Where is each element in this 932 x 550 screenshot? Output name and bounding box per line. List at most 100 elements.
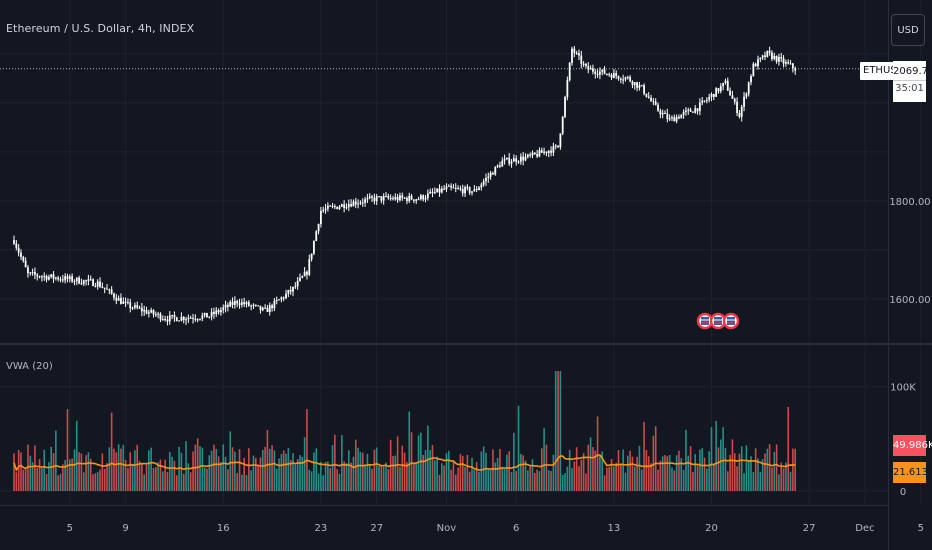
event-markers[interactable]: [696, 312, 740, 330]
volume-bar: [138, 461, 141, 491]
candle-body: [222, 307, 225, 310]
candle-body: [110, 289, 113, 294]
time-axis[interactable]: 59162327Nov6132027Dec511: [67, 523, 932, 534]
candle-body: [512, 158, 515, 162]
candle-body: [424, 198, 427, 200]
volume-bar: [143, 474, 145, 491]
volume-bar: [310, 471, 313, 491]
indicator-title[interactable]: VWA (20): [6, 361, 53, 372]
volume-bar: [599, 455, 601, 491]
candle-body: [726, 80, 729, 91]
volume-bar: [206, 468, 208, 491]
volume-bar: [534, 472, 536, 491]
event-marker-icon[interactable]: [722, 312, 740, 330]
volume-bar: [94, 473, 97, 491]
volume-bar: [55, 430, 57, 491]
volume-bar: [354, 439, 357, 491]
volume-bar: [736, 466, 738, 491]
candle-body: [238, 303, 241, 305]
candle-body: [247, 302, 250, 306]
candle-body: [294, 286, 297, 288]
volume-bar: [366, 453, 369, 491]
candle-body: [92, 279, 94, 286]
volume-bar: [540, 448, 543, 491]
volume-bar: [513, 432, 515, 491]
candle-body: [468, 187, 471, 193]
candle-body: [164, 319, 167, 321]
candle-body: [210, 311, 213, 317]
volume-bar: [510, 471, 513, 491]
candle-body: [731, 95, 734, 99]
volume-bar: [296, 459, 299, 491]
candle-body: [413, 199, 415, 201]
volume-bar: [357, 447, 359, 491]
candle-body: [650, 97, 652, 102]
volume-bar: [708, 451, 710, 491]
candle-body: [401, 195, 404, 198]
volume-bar: [236, 473, 238, 491]
candle-body: [422, 195, 425, 200]
candle-series: [13, 45, 797, 326]
candle-body: [396, 197, 399, 201]
candle-body: [701, 100, 704, 103]
volume-bar: [731, 439, 734, 491]
candle-body: [313, 240, 315, 254]
candle-body: [43, 275, 46, 277]
volume-bar: [761, 459, 764, 491]
candle-body: [224, 304, 227, 308]
volume-bar: [52, 453, 55, 491]
candle-body: [268, 305, 271, 312]
volume-axis[interactable]: 0 100K: [890, 383, 916, 498]
volume-bar: [726, 471, 729, 491]
volume-bar: [106, 463, 108, 491]
candle-body: [64, 276, 67, 281]
candle-body: [178, 320, 180, 322]
volume-bar: [48, 462, 50, 491]
volume-bar: [287, 447, 290, 491]
volume-bar: [189, 472, 192, 491]
candle-body: [287, 289, 290, 294]
volume-bar: [745, 445, 748, 491]
time-tick-label: 5: [918, 523, 924, 534]
volume-bar: [766, 448, 769, 491]
volume-bar: [378, 465, 380, 491]
time-tick-label: 20: [705, 523, 718, 534]
candle-body: [710, 93, 713, 97]
volume-bar: [733, 453, 736, 491]
candle-body: [759, 57, 762, 60]
volume-bar: [229, 431, 232, 491]
candle-body: [196, 319, 199, 321]
volume-bar: [15, 472, 18, 491]
candle-body: [106, 288, 108, 290]
volume-bar: [645, 449, 648, 491]
candle-body: [757, 59, 759, 67]
volume-bar: [243, 457, 245, 491]
volume-bar: [538, 471, 541, 491]
currency-button[interactable]: USD: [891, 14, 925, 46]
candle-body: [554, 145, 557, 147]
volume-bar: [289, 459, 292, 491]
volume-tick-label: 0: [900, 487, 906, 498]
candle-body: [578, 53, 580, 56]
candle-body: [680, 114, 683, 119]
time-tick-label: Nov: [437, 523, 457, 534]
candle-body: [99, 281, 101, 287]
vwa-line-path: [13, 454, 796, 472]
candle-body: [36, 274, 39, 277]
volume-bar: [568, 450, 571, 491]
volume-bar: [710, 427, 713, 491]
vwa-value-tag: 21.613K: [893, 462, 932, 483]
volume-bar: [261, 449, 264, 491]
candle-body: [480, 184, 483, 188]
candle-body: [240, 302, 243, 305]
candle-body: [717, 88, 720, 92]
candle-body: [147, 312, 150, 314]
volume-bar: [559, 371, 562, 491]
volume-bar: [255, 457, 257, 491]
volume-bar: [38, 459, 41, 491]
price-axis[interactable]: 1600.00 1800.00: [889, 197, 930, 306]
volume-bar: [85, 455, 87, 491]
candle-body: [631, 81, 634, 86]
volume-bar: [582, 453, 585, 491]
